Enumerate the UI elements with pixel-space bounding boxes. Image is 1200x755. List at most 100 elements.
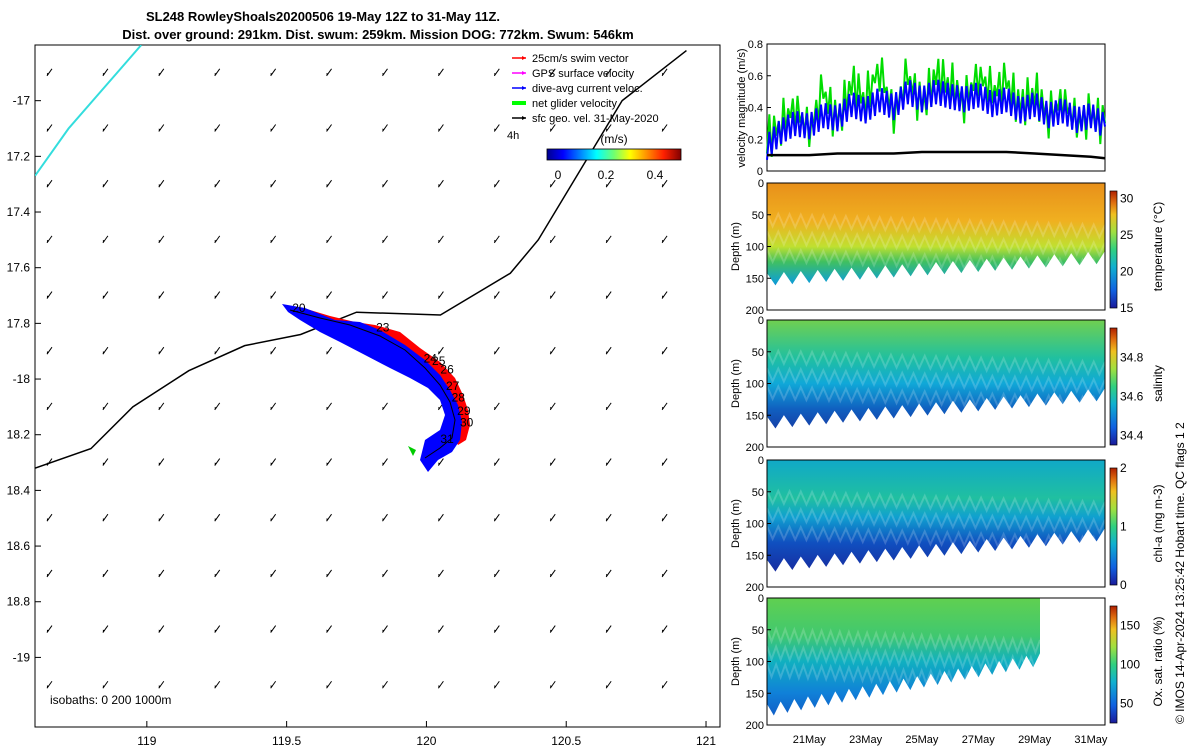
time-tick-label: 25May xyxy=(905,734,939,746)
salinity-section-fill xyxy=(767,320,1105,447)
geo-arrow-head xyxy=(326,462,329,466)
geo-arrow-head xyxy=(662,351,665,355)
velocity-frame xyxy=(766,43,1106,172)
salinity-isoline xyxy=(766,348,1106,377)
speed-colorbar xyxy=(546,148,682,161)
depth-tick-label: 150 xyxy=(746,550,764,562)
geo-arrow-head xyxy=(326,72,329,76)
geo-arrow-head xyxy=(606,128,609,132)
geo-arrow-head xyxy=(494,406,497,410)
legend-label: 25cm/s swim vector xyxy=(532,53,629,65)
geo-arrow-head xyxy=(382,184,385,188)
geo-arrow-head xyxy=(606,518,609,522)
chla-isoline xyxy=(766,523,1106,553)
map-plot: 119 119.5 120 120.5 121 -17 17.2 17.4 17.6 17.8 -1… xyxy=(7,44,721,748)
geo-arrow-head xyxy=(270,518,273,522)
isobaths-label: isobaths: 0 200 1000m xyxy=(50,693,171,707)
geo-arrow-head xyxy=(494,184,497,188)
geo-arrow-head xyxy=(438,128,441,132)
time-axis: 21May 23May 25May 27May 29May 31May xyxy=(793,734,1108,746)
geo-arrow-head xyxy=(102,406,105,410)
legend-label: dive-avg current veloc. xyxy=(532,83,643,95)
temperature-isoline xyxy=(766,229,1106,258)
velocity-y-tick-label: 0 xyxy=(757,166,763,178)
geo-arrow-head xyxy=(438,406,441,410)
geo-arrow-head xyxy=(214,72,217,76)
geo-arrow-head xyxy=(46,72,49,76)
legend-swatch-head xyxy=(522,86,526,90)
geo-arrow-head xyxy=(438,518,441,522)
geo-arrow-head xyxy=(382,573,385,577)
salinity-cb-tick: 34.6 xyxy=(1120,389,1144,403)
temperature-ylabel: Depth (m) xyxy=(730,222,742,271)
map-y-tick-label: -17 xyxy=(13,94,31,108)
geo-arrow-head xyxy=(214,128,217,132)
time-tick-label: 21May xyxy=(793,734,827,746)
map-y-tick-label: -19 xyxy=(13,650,31,664)
map-y-tick-label: 17.8 xyxy=(7,316,31,330)
geo-arrow-head xyxy=(214,629,217,633)
geo-arrow-head xyxy=(550,72,553,76)
temperature-cblabel: temperature (°C) xyxy=(1151,202,1165,292)
geo-arrow-head xyxy=(214,351,217,355)
geo-arrow-head xyxy=(382,128,385,132)
geo-arrow-head xyxy=(158,629,161,633)
velocity-panel: 0 0.2 0.4 0.6 0.8 velocity magnitude (m/s) xyxy=(736,39,1106,178)
depth-tick-label: 50 xyxy=(752,347,764,359)
geo-arrow-head xyxy=(494,629,497,633)
geo-arrow-head xyxy=(662,573,665,577)
geo-arrow-head xyxy=(270,184,273,188)
geo-arrow-head xyxy=(550,629,553,633)
geo-arrow-head xyxy=(662,462,665,466)
geo-arrow-head xyxy=(102,573,105,577)
geo-arrow-head xyxy=(382,406,385,410)
depth-tick-label: 150 xyxy=(746,410,764,422)
chla-isoline xyxy=(766,488,1106,517)
map-x-tick-label: 119.5 xyxy=(272,734,301,748)
velocity-ylabel: velocity magnitude (m/s) xyxy=(736,48,748,167)
time-tick-label: 27May xyxy=(962,734,996,746)
net-velocity-vectors xyxy=(408,446,416,456)
temperature-isoline xyxy=(766,211,1106,240)
chla-ylabel: Depth (m) xyxy=(730,499,742,548)
geo-arrow-head xyxy=(102,518,105,522)
salinity-isoline xyxy=(766,366,1106,395)
oxygen-colorbar xyxy=(1109,605,1118,724)
geo-arrow-head xyxy=(326,128,329,132)
depth-tick-label: 150 xyxy=(746,273,764,285)
velocity-y-tick-label: 0.2 xyxy=(748,134,763,146)
geo-arrow-head xyxy=(662,239,665,243)
temperature-panel: 0 50 100 150 200 Depth (m) 15 20 25 30 temperature… xyxy=(730,178,1165,317)
geo-arrow-head xyxy=(606,184,609,188)
map-frame xyxy=(34,44,721,728)
geo-arrow-head xyxy=(46,629,49,633)
isobath-line xyxy=(35,49,687,469)
salinity-panel: 0 50 100 150 200 Depth (m) 34.4 34.6 34.8 salinit… xyxy=(730,315,1165,454)
oxygen-cb-tick: 100 xyxy=(1120,658,1140,672)
geo-arrow-head xyxy=(382,239,385,243)
geo-arrow-head xyxy=(494,573,497,577)
chla-isoline xyxy=(766,506,1106,535)
geo-arrow-head xyxy=(438,239,441,243)
geo-arrow-head xyxy=(46,239,49,243)
interval-label: 4h xyxy=(507,130,519,142)
current-vectors xyxy=(282,304,462,472)
time-tick-label: 23May xyxy=(849,734,883,746)
temperature-colorbar xyxy=(1109,190,1118,309)
geo-arrow-head xyxy=(550,518,553,522)
geo-arrow-head xyxy=(270,406,273,410)
day-label: 24 xyxy=(424,351,438,365)
geo-arrow-head xyxy=(102,72,105,76)
day-label: 27 xyxy=(446,379,460,393)
temperature-cb-tick: 20 xyxy=(1120,264,1134,278)
geo-arrow-head xyxy=(158,351,161,355)
colorbar-tick-2: 0.4 xyxy=(647,168,664,182)
chla-cb-tick: 0 xyxy=(1120,578,1127,592)
colorbar-tick-1: 0.2 xyxy=(598,168,615,182)
depth-tick-label: 200 xyxy=(746,442,764,454)
geo-arrow-head xyxy=(158,184,161,188)
depth-tick-label: 0 xyxy=(758,455,764,467)
footer-credit: © IMOS 14-Apr-2024 13:25:42 Hobart time.… xyxy=(1173,422,1187,724)
temperature-cb-tick: 15 xyxy=(1120,301,1134,315)
day-label: 31 xyxy=(440,432,454,446)
